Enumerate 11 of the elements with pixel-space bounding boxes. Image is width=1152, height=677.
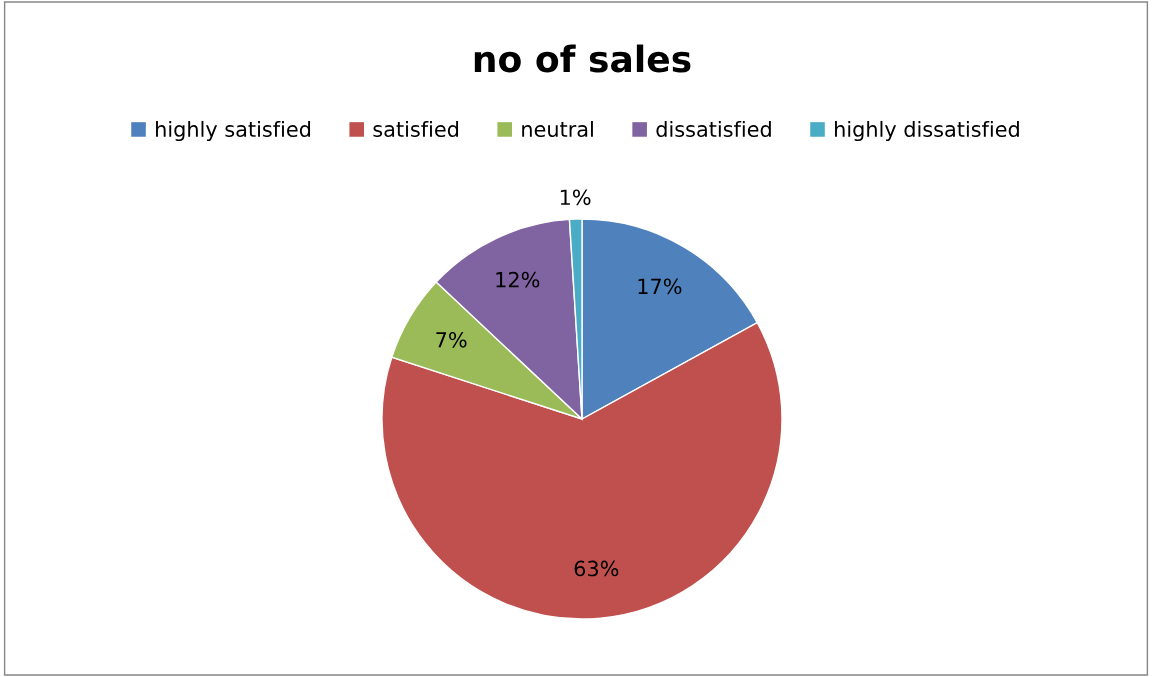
chart-title: no of sales	[474, 44, 691, 73]
data-label: 1%	[560, 189, 591, 206]
legend-label: neutral	[522, 120, 593, 138]
legend-label: highly satisfied	[156, 120, 311, 142]
legend-label: dissatisfied	[656, 120, 771, 138]
data-label: 7%	[436, 331, 467, 348]
data-label: 17%	[638, 278, 682, 295]
legend-label: satisfied	[373, 120, 459, 138]
data-label: 12%	[496, 271, 540, 288]
legend-label: highly dissatisfied	[835, 120, 1019, 142]
data-label: 63%	[574, 560, 619, 577]
